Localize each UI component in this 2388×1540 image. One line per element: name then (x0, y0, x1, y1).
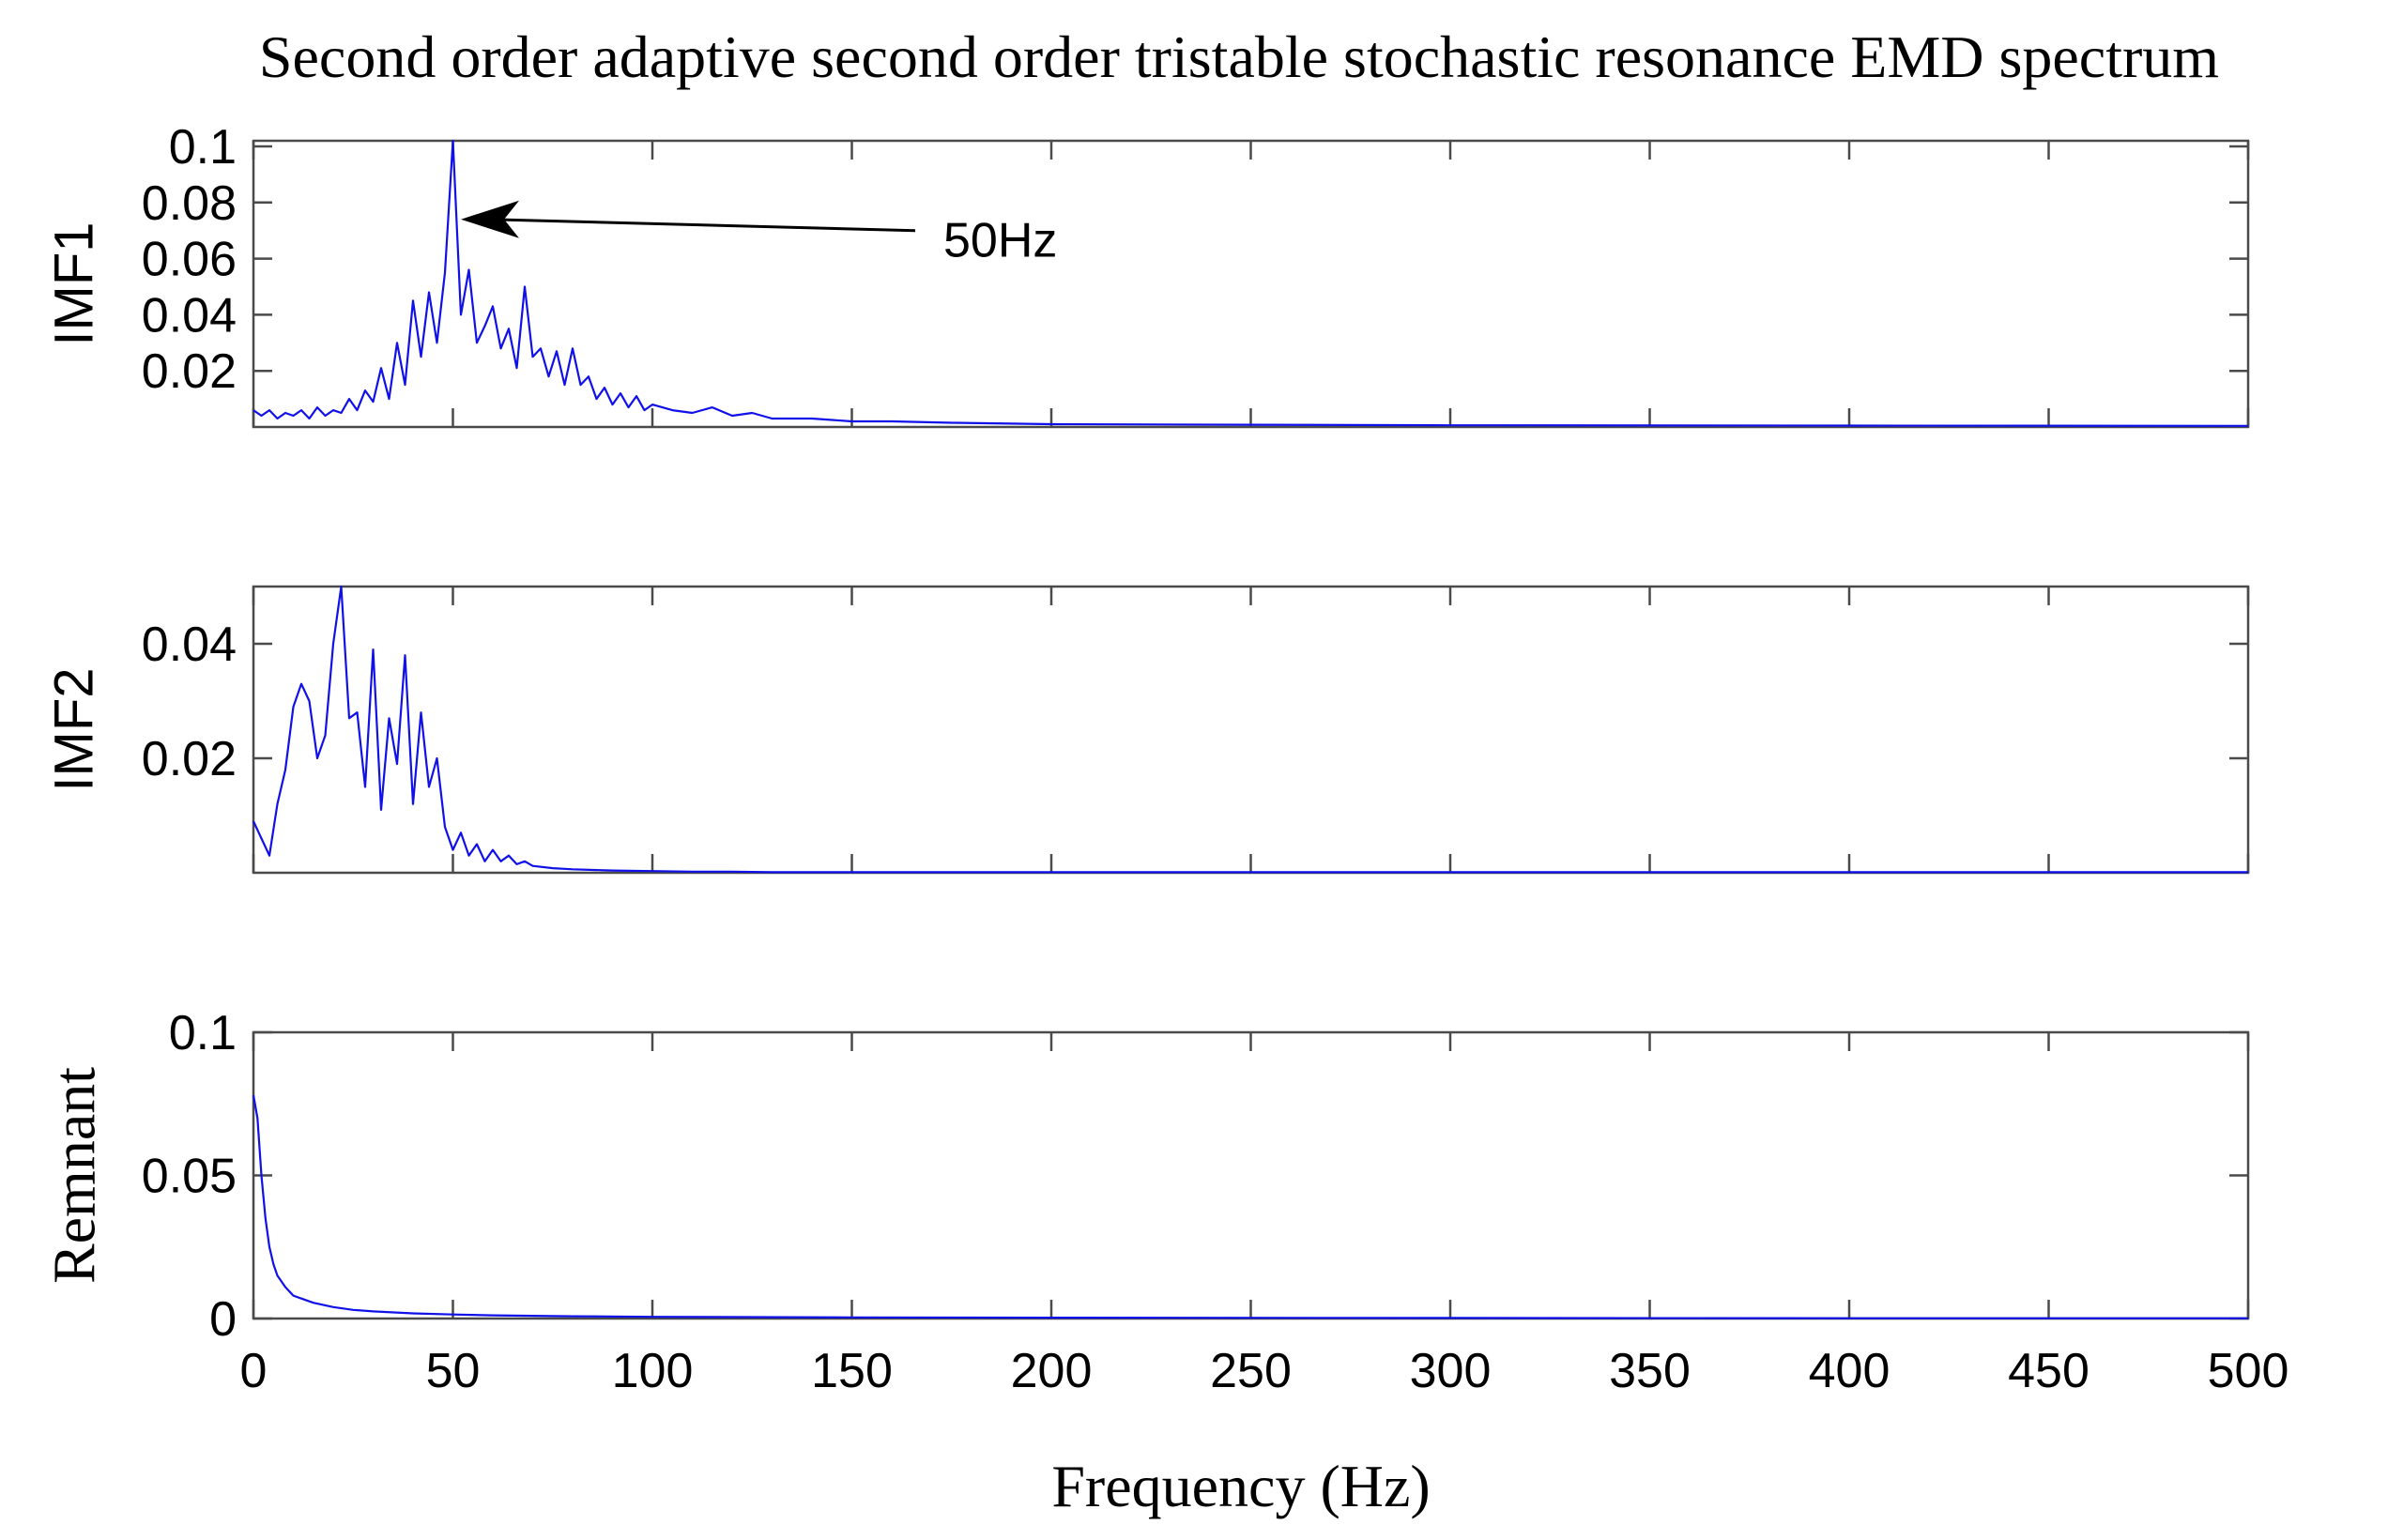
annotation-arrow-head (461, 200, 519, 238)
remnant-axes-box (252, 1030, 2250, 1320)
imf2-series-line (253, 585, 2248, 874)
imf1-y-axis-label: IMF1 (43, 221, 104, 345)
imf1-series-line (253, 139, 2249, 427)
imf1-y-tick-label: 0.06 (142, 233, 237, 287)
imf1-y-tick-label: 0.04 (142, 288, 237, 343)
annotation-arrow-line (488, 218, 916, 233)
imf2-y-axis-label: IMF2 (43, 667, 104, 791)
x-tick-label: 350 (1609, 1344, 1691, 1398)
panel-imf1: 0.020.040.060.080.1 IMF1 50Hz (43, 120, 2250, 429)
x-tick-label: 450 (2008, 1344, 2090, 1398)
x-tick-label: 250 (1210, 1344, 1292, 1398)
remnant-y-tick-label: 0.1 (169, 1006, 237, 1060)
imf1-y-tick-label: 0.02 (142, 344, 237, 399)
remnant-y-tick-label: 0.05 (142, 1150, 237, 1204)
imf1-axes-box (252, 139, 2250, 429)
x-tick-label: 100 (612, 1344, 694, 1398)
remnant-y-axis-label: Remnant (40, 1067, 107, 1284)
remnant-y-tick-label: 0 (209, 1292, 237, 1347)
x-tick-label: 500 (2208, 1344, 2289, 1398)
imf2-axes-box (252, 585, 2250, 875)
imf2-y-tick-label: 0.04 (142, 618, 237, 672)
x-tick-label: 300 (1410, 1344, 1492, 1398)
panel-imf2: 0.02 0.04 IMF2 (43, 585, 2250, 875)
x-tick-label: 50 (426, 1344, 481, 1398)
remnant-series-line (252, 1094, 2248, 1319)
x-axis-label: Frequency (Hz) (1051, 1453, 1430, 1519)
panel-remnant: 0 50 100 150 200 250 300 350 400 450 500 0 0.05 0.1 Re… (40, 1006, 2288, 1398)
imf1-y-tick-label: 0.08 (142, 176, 237, 231)
x-tick-label: 200 (1011, 1344, 1093, 1398)
chart-title: Second order adaptive second order trist… (259, 23, 2219, 90)
imf1-y-tick-label: 0.1 (169, 120, 237, 175)
x-tick-label: 150 (811, 1344, 893, 1398)
x-tick-label: 0 (240, 1344, 268, 1398)
x-tick-label: 400 (1809, 1344, 1890, 1398)
imf2-y-tick-label: 0.02 (142, 732, 237, 786)
annotation-label: 50Hz (943, 214, 1057, 268)
